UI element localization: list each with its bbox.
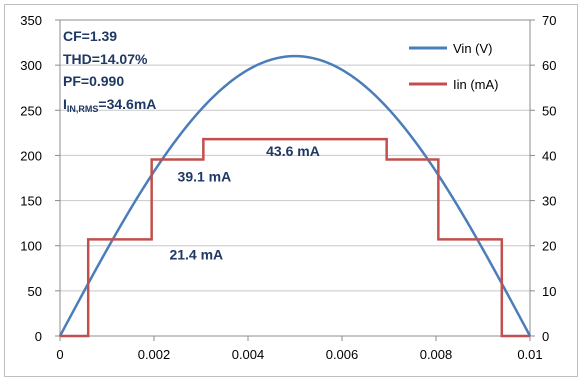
y2-tick-label: 0: [542, 329, 549, 344]
pf-annotation: PF=0.990: [63, 73, 124, 89]
y-tick-label: 100: [20, 239, 42, 254]
x-tick-label: 0.002: [138, 347, 171, 362]
chart-frame: [4, 4, 578, 377]
step-labels: 21.4 mA 39.1 mA 43.6 mA: [169, 143, 319, 262]
legend-vin-label: Vin (V): [453, 41, 493, 56]
legend: Vin (V) Iin (mA): [409, 41, 499, 92]
y-tick-label: 0: [35, 329, 42, 344]
irms-value: =34.6mA: [98, 96, 156, 112]
y2-tick-label: 20: [542, 239, 556, 254]
x-tick-label: 0.008: [420, 347, 453, 362]
step-label-2: 43.6 mA: [266, 143, 320, 159]
step-label-1: 39.1 mA: [178, 168, 232, 184]
y2-tick-label: 40: [542, 148, 556, 163]
y-tick-label: 50: [28, 284, 42, 299]
y2-tick-label: 60: [542, 58, 556, 73]
irms-subscript: IN,RMS: [67, 104, 99, 114]
info-annotations: CF=1.39 THD=14.07% PF=0.990 IIN,RMS=34.6…: [63, 28, 156, 114]
y-tick-label: 250: [20, 103, 42, 118]
y-tick-label: 350: [20, 13, 42, 28]
x-tick-label: 0.006: [326, 347, 359, 362]
series-layer: [58, 54, 532, 338]
legend-iin-label: Iin (mA): [453, 77, 499, 92]
step-label-0: 21.4 mA: [169, 246, 223, 262]
irms-annotation: IIN,RMS=34.6mA: [63, 96, 156, 114]
grid-layer: [60, 19, 530, 337]
thd-annotation: THD=14.07%: [63, 51, 148, 67]
y-tick-label: 200: [20, 148, 42, 163]
x-tick-label: 0.01: [517, 347, 542, 362]
series-vin-line: [58, 54, 532, 337]
y2-tick-label: 10: [542, 284, 556, 299]
y2-tick-label: 50: [542, 103, 556, 118]
plot-area-border: [59, 19, 531, 337]
y-tick-label: 150: [20, 194, 42, 209]
y-tick-label: 300: [20, 58, 42, 73]
series-iin-line: [60, 137, 530, 338]
x-tick-label: 0.004: [232, 347, 265, 362]
y2-tick-label: 70: [542, 13, 556, 28]
cf-annotation: CF=1.39: [63, 28, 117, 44]
irms-main: I: [63, 96, 67, 112]
y2-tick-label: 30: [542, 194, 556, 209]
x-tick-label: 0: [56, 347, 63, 362]
